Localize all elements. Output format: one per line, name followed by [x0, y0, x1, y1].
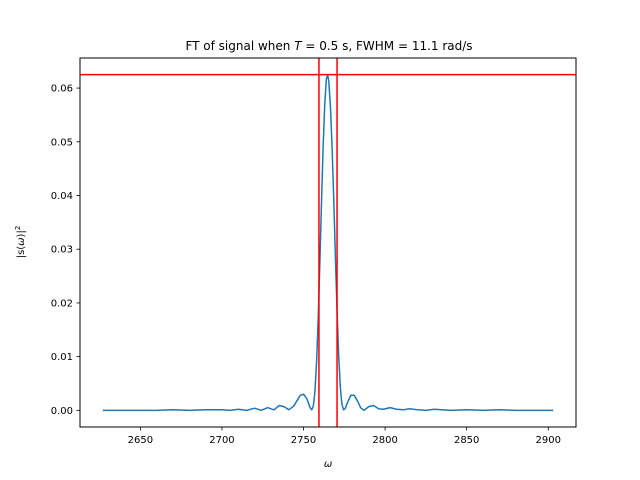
y-tick-label: 0.02 — [51, 298, 73, 309]
x-tick-label: 2850 — [454, 435, 479, 446]
chart-title: FT of signal when T = 0.5 s, FWHM = 11.1… — [185, 39, 472, 53]
y-tick-label: 0.01 — [51, 352, 73, 363]
y-axis-label: |s(ω)|2 — [14, 226, 27, 259]
y-tick-label: 0.05 — [51, 137, 73, 148]
y-tick-label: 0.06 — [51, 84, 73, 95]
x-tick-label: 2650 — [128, 435, 153, 446]
x-tick-label: 2900 — [536, 435, 561, 446]
x-tick-label: 2800 — [372, 435, 397, 446]
x-tick-label: 2700 — [209, 435, 234, 446]
y-tick-label: 0.00 — [51, 406, 73, 417]
plot-frame — [79, 57, 577, 428]
y-tick-label: 0.03 — [51, 245, 73, 256]
spectrum-line — [102, 73, 554, 412]
y-tick-label: 0.04 — [51, 191, 73, 202]
x-tick-label: 2750 — [291, 435, 316, 446]
x-axis-label: ω — [324, 459, 332, 470]
